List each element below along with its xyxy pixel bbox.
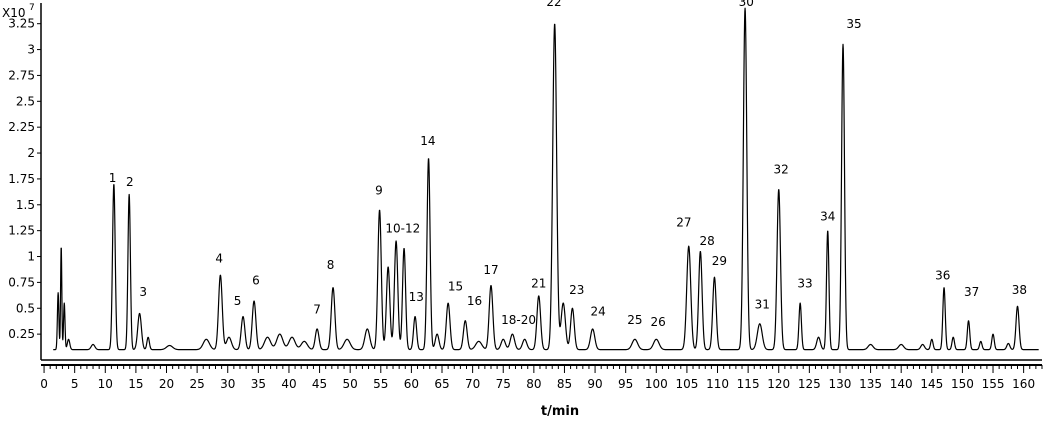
peak-label: 5 xyxy=(234,294,242,308)
peak-label: 21 xyxy=(531,277,546,291)
y-tick-label: 2.5 xyxy=(16,94,35,108)
y-scale-exponent: 7 xyxy=(29,3,35,13)
peak-label: 35 xyxy=(846,17,861,31)
x-tick-label: 20 xyxy=(159,377,174,391)
x-tick-label: 55 xyxy=(373,377,388,391)
x-tick-label: 0 xyxy=(40,377,48,391)
peak-label: 32 xyxy=(774,163,789,177)
peak-label: 37 xyxy=(964,285,979,299)
x-tick-label: 65 xyxy=(434,377,449,391)
peak-label: 23 xyxy=(569,283,584,297)
peak-label: 3 xyxy=(139,285,147,299)
y-tick-label: 2 xyxy=(27,146,35,160)
y-tick-label: 1 xyxy=(27,250,35,264)
y-scale-label: X10 7 xyxy=(2,3,35,20)
x-tick-label: 40 xyxy=(281,377,296,391)
y-tick-label: 3.25 xyxy=(8,17,35,31)
x-axis-ticks: 0 5 10 15 20 25 30 35 40 45 50 55 60 65 70 75 80 85 90 95 10… xyxy=(40,365,1043,391)
x-axis-title: t/min xyxy=(541,404,579,419)
x-tick-label: 150 xyxy=(951,377,974,391)
peak-label: 27 xyxy=(676,216,691,230)
peak-label: 34 xyxy=(820,209,835,223)
y-tick-label: 3 xyxy=(27,43,35,57)
x-tick-label: 90 xyxy=(587,377,602,391)
x-tick-label: 110 xyxy=(706,377,729,391)
y-tick-label: 0.75 xyxy=(8,275,35,289)
peak-label: 1 xyxy=(109,171,117,185)
x-tick-label: 100 xyxy=(645,377,668,391)
x-tick-label: 45 xyxy=(312,377,327,391)
x-tick-label: 125 xyxy=(798,377,821,391)
peak-label: 33 xyxy=(797,277,812,291)
peak-label: 26 xyxy=(650,315,665,329)
y-tick-label: 0.25 xyxy=(8,327,35,341)
peak-label: 8 xyxy=(327,258,335,272)
x-tick-label: 155 xyxy=(982,377,1005,391)
x-tick-label: 130 xyxy=(829,377,852,391)
x-tick-label: 50 xyxy=(343,377,358,391)
y-tick-label: 2.75 xyxy=(8,68,35,82)
x-tick-label: 15 xyxy=(128,377,143,391)
x-tick-label: 105 xyxy=(675,377,698,391)
x-tick-label: 60 xyxy=(404,377,419,391)
x-tick-label: 75 xyxy=(496,377,511,391)
peak-label: 9 xyxy=(375,183,383,197)
x-tick-label: 70 xyxy=(465,377,480,391)
peak-label: 24 xyxy=(590,305,605,319)
peak-label: 36 xyxy=(935,268,950,282)
x-tick-label: 10 xyxy=(98,377,113,391)
peak-label: 29 xyxy=(712,254,727,268)
x-tick-label: 35 xyxy=(251,377,266,391)
y-tick-label: 2.25 xyxy=(8,120,35,134)
x-tick-label: 140 xyxy=(890,377,913,391)
peak-label: 18-20 xyxy=(501,313,536,327)
y-tick-label: 1.75 xyxy=(8,172,35,186)
y-axis-ticks: 0.25 0.5 0.75 1 1.25 1.5 1.75 2 2.25 2.5 2.75 3 3.25 xyxy=(8,17,41,341)
peak-label: 6 xyxy=(252,273,260,287)
peak-label: 7 xyxy=(313,302,321,316)
x-tick-label: 95 xyxy=(618,377,633,391)
peak-label: 15 xyxy=(448,280,463,294)
x-tick-label: 25 xyxy=(189,377,204,391)
peak-label: 17 xyxy=(483,263,498,277)
peak-label: 13 xyxy=(409,290,424,304)
x-tick-label: 160 xyxy=(1012,377,1035,391)
x-tick-label: 5 xyxy=(71,377,79,391)
x-tick-label: 135 xyxy=(859,377,882,391)
peak-label: 38 xyxy=(1012,283,1027,297)
peak-label: 25 xyxy=(627,313,642,327)
peak-label: 2 xyxy=(126,175,134,189)
peak-label: 14 xyxy=(420,134,435,148)
peak-label: 30 xyxy=(739,0,754,9)
peak-label: 31 xyxy=(755,297,770,311)
peak-label: 4 xyxy=(215,252,223,266)
chromatogram-trace xyxy=(52,7,1040,351)
x-tick-label: 145 xyxy=(920,377,943,391)
peak-label: 28 xyxy=(699,234,714,248)
x-tick-label: 30 xyxy=(220,377,235,391)
peak-label: 10-12 xyxy=(385,222,420,236)
x-tick-label: 85 xyxy=(557,377,572,391)
y-tick-label: 0.5 xyxy=(16,301,35,315)
x-tick-label: 80 xyxy=(526,377,541,391)
x-tick-label: 115 xyxy=(737,377,760,391)
y-tick-label: 1.25 xyxy=(8,224,35,238)
y-tick-label: 1.5 xyxy=(16,198,35,212)
peak-label: 16 xyxy=(467,294,482,308)
y-scale-base: X10 xyxy=(2,6,26,20)
peak-label: 22 xyxy=(546,0,561,9)
x-tick-label: 120 xyxy=(767,377,790,391)
